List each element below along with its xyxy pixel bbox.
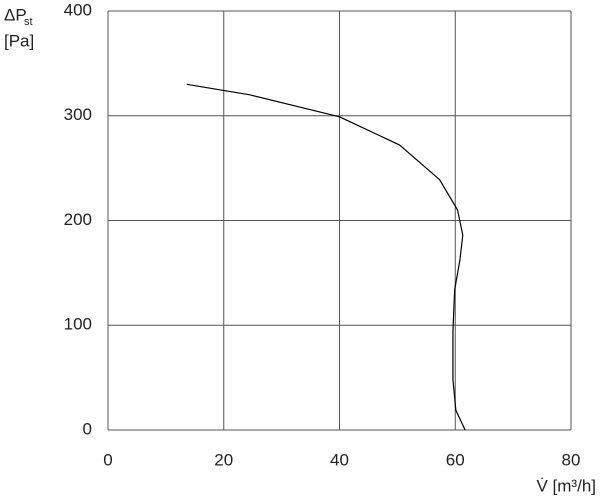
y-axis-unit: [Pa] [4,31,34,50]
x-axis-label: V̇ [m³/h] [536,476,596,495]
x-tick-label: 40 [330,450,349,469]
x-tick-label: 0 [103,450,112,469]
y-axis-label-subscript: st [24,16,33,28]
curve [186,83,466,431]
x-tick-label: 80 [562,450,581,469]
y-tick-label: 100 [64,315,92,334]
y-axis-label: ΔP [4,5,27,24]
y-tick-label: 400 [64,0,92,19]
x-tick-label: 60 [446,450,465,469]
y-tick-label: 300 [64,105,92,124]
y-tick-label: 200 [64,210,92,229]
y-tick-label: 0 [83,419,92,438]
x-tick-label: 20 [214,450,233,469]
